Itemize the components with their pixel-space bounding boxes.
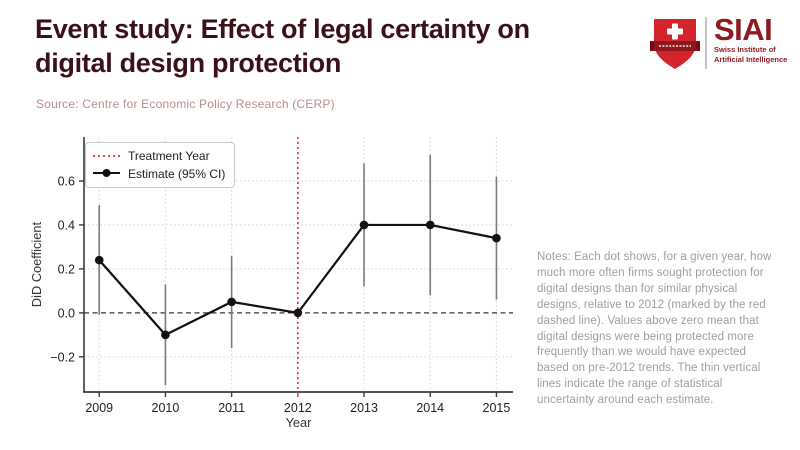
y-axis-label: DiD Coefficient [29, 222, 44, 308]
logo-text: SIAI Swiss Institute of Artificial Intel… [714, 12, 788, 65]
y-tick-label: 0.6 [58, 174, 75, 188]
x-tick-label: 2010 [152, 401, 180, 415]
x-tick-label: 2014 [416, 401, 444, 415]
estimate-marker [161, 330, 170, 340]
x-tick-label: 2009 [85, 401, 113, 415]
source-note: Source: Centre for Economic Policy Resea… [36, 97, 335, 111]
x-axis-label: Year [286, 415, 313, 430]
legend-label: Treatment Year [128, 149, 210, 163]
siai-logo: SIAI Swiss Institute of Artificial Intel… [650, 12, 788, 77]
swiss-shield-icon [650, 16, 700, 77]
line-with-dot-icon [93, 167, 120, 181]
dotted-red-line-icon [93, 149, 120, 163]
legend-item-treatment-year: Treatment Year [93, 147, 230, 165]
logo-acronym: SIAI [714, 12, 773, 47]
page-title-line1: Event study: Effect of legal certainty o… [35, 14, 530, 44]
estimate-marker [492, 233, 501, 243]
notes-text: Notes: Each dot shows, for a given year,… [537, 251, 772, 407]
event-study-chart: 2009 2010 2011 2012 2013 2014 2015 −0.2 0.0 0.2 0.… [0, 130, 530, 440]
estimate-marker [359, 220, 369, 230]
x-tick-label: 2015 [483, 401, 511, 415]
estimate-marker [94, 255, 104, 265]
logo-name-line1: Swiss Institute of [714, 45, 776, 54]
page-title-line2: digital design protection [35, 48, 342, 78]
x-tick-label: 2011 [218, 401, 245, 415]
estimate-marker [227, 297, 236, 307]
estimate-marker [425, 220, 435, 230]
legend-item-estimate: Estimate (95% CI) [93, 165, 230, 183]
x-tick-label: 2012 [284, 401, 312, 415]
y-tick-label: −0.2 [50, 350, 75, 364]
y-tick-label: 0.4 [58, 218, 75, 232]
estimate-marker [293, 308, 303, 318]
y-tick-label: 0.2 [58, 262, 75, 276]
logo-divider [705, 17, 707, 69]
x-tick-label: 2013 [350, 401, 378, 415]
page-title: Event study: Effect of legal certainty o… [35, 12, 530, 80]
chart-legend: Treatment Year Estimate (95% CI) [85, 142, 235, 188]
logo-name-line2: Artificial Intelligence [714, 55, 788, 65]
y-tick-label: 0.0 [58, 306, 75, 320]
legend-label: Estimate (95% CI) [128, 167, 226, 181]
